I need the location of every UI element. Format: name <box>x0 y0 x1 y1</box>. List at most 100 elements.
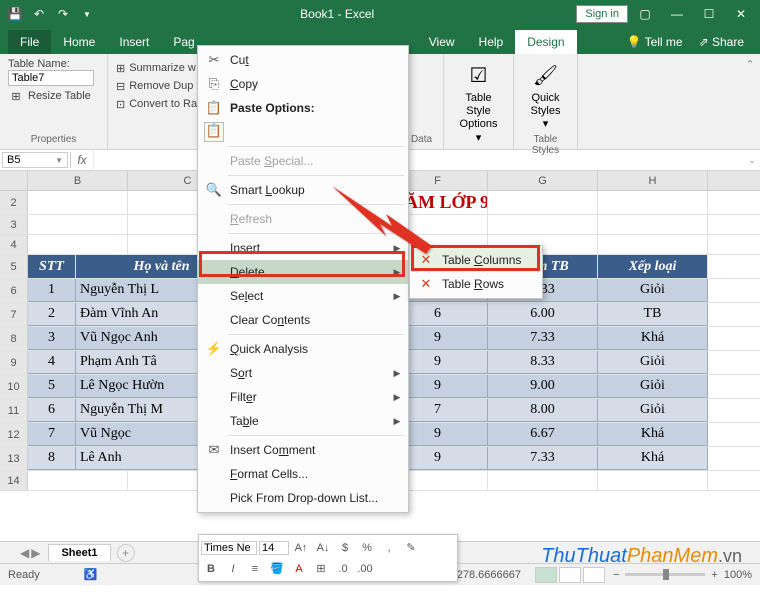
maximize-icon[interactable]: ☐ <box>694 3 724 25</box>
zoom-out-button[interactable]: − <box>613 569 619 581</box>
table-cell[interactable]: 7.33 <box>488 327 598 350</box>
sheet-tab[interactable]: Sheet1 <box>48 544 110 561</box>
table-style-options-button[interactable]: ☑ Table StyleOptions ▾ <box>452 58 505 147</box>
mini-font-input[interactable] <box>201 541 257 555</box>
collapse-ribbon-icon[interactable]: ⌃ <box>740 54 760 149</box>
quick-styles-button[interactable]: 🖌 QuickStyles ▾ <box>522 58 569 134</box>
tab-file[interactable]: File <box>8 30 51 54</box>
redo-icon[interactable]: ↷ <box>52 3 74 25</box>
table-cell[interactable]: 5 <box>28 375 76 398</box>
cell[interactable] <box>28 235 128 254</box>
table-cell[interactable]: Giỏi <box>598 351 708 374</box>
ctx-item[interactable]: Pick From Drop-down List... <box>198 486 408 510</box>
currency-icon[interactable]: $ <box>335 538 355 558</box>
italic-icon[interactable]: I <box>223 559 243 579</box>
font-color-icon[interactable]: A <box>289 559 309 579</box>
tab-view[interactable]: View <box>417 30 467 54</box>
ctx-item[interactable]: Paste Special... <box>198 149 408 173</box>
zoom-level[interactable]: 100% <box>724 569 752 581</box>
table-cell[interactable]: 3 <box>28 327 76 350</box>
close-icon[interactable]: ✕ <box>726 3 756 25</box>
table-cell[interactable]: Giỏi <box>598 399 708 422</box>
normal-view-button[interactable] <box>535 567 557 583</box>
col-header-H[interactable]: H <box>598 171 708 190</box>
tab-home[interactable]: Home <box>51 30 107 54</box>
row-header[interactable]: 14 <box>0 471 28 490</box>
cell[interactable] <box>28 471 128 490</box>
resize-table-button[interactable]: ⊞Resize Table <box>8 88 99 104</box>
table-cell[interactable]: 4 <box>28 351 76 374</box>
summarize-pivot-button[interactable]: ⊞Summarize w <box>116 60 191 76</box>
expand-formula-icon[interactable]: ⌄ <box>744 155 760 166</box>
ctx-item[interactable]: Select▶ <box>198 284 408 308</box>
ctx-item[interactable]: ⎘Copy <box>198 72 408 96</box>
cell[interactable] <box>598 235 708 254</box>
row-header[interactable]: 4 <box>0 235 28 254</box>
ctx-item[interactable]: 🔍Smart Lookup <box>198 178 408 202</box>
table-cell[interactable]: 8.33 <box>488 351 598 374</box>
table-name-input[interactable] <box>8 70 94 86</box>
page-break-view-button[interactable] <box>583 567 605 583</box>
ctx-item[interactable]: Delete▶ <box>198 260 408 284</box>
share-button[interactable]: ⇗ Share <box>691 30 752 54</box>
table-cell[interactable]: 7.33 <box>488 447 598 470</box>
new-sheet-button[interactable]: + <box>117 544 135 562</box>
ctx-item[interactable]: ✂Cut <box>198 48 408 72</box>
zoom-slider[interactable] <box>625 573 705 576</box>
ctx-item[interactable]: 📋 <box>198 120 408 144</box>
cell[interactable] <box>488 191 598 214</box>
percent-icon[interactable]: % <box>357 538 377 558</box>
remove-duplicates-button[interactable]: ⊟Remove Dup <box>116 78 191 94</box>
table-cell[interactable]: 8 <box>28 447 76 470</box>
cell[interactable] <box>28 191 128 214</box>
tab-help[interactable]: Help <box>467 30 516 54</box>
fill-color-icon[interactable]: 🪣 <box>267 559 287 579</box>
save-icon[interactable]: 💾 <box>4 3 26 25</box>
cell[interactable] <box>28 215 128 234</box>
increase-font-icon[interactable]: A↑ <box>291 538 311 558</box>
cell[interactable] <box>598 215 708 234</box>
undo-icon[interactable]: ↶ <box>28 3 50 25</box>
fx-icon[interactable]: fx <box>71 153 93 167</box>
ctx-item[interactable]: Refresh <box>198 207 408 231</box>
ctx-item[interactable]: ✉Insert Comment <box>198 438 408 462</box>
increase-decimal-icon[interactable]: .00 <box>355 559 375 579</box>
table-cell[interactable]: Giỏi <box>598 279 708 302</box>
ctx-item[interactable]: Format Cells... <box>198 462 408 486</box>
qat-dropdown-icon[interactable]: ▼ <box>76 3 98 25</box>
format-painter-icon[interactable]: ✎ <box>401 538 421 558</box>
ribbon-display-icon[interactable]: ▢ <box>630 3 660 25</box>
submenu-table-columns[interactable]: ✕ Table Columns <box>410 248 542 272</box>
ctx-item[interactable]: Insert▶ <box>198 236 408 260</box>
zoom-in-button[interactable]: + <box>711 569 717 581</box>
table-cell[interactable]: 9.00 <box>488 375 598 398</box>
ctx-item[interactable]: Clear Contents <box>198 308 408 332</box>
cell[interactable] <box>598 191 708 214</box>
col-header-B[interactable]: B <box>28 171 128 190</box>
sheet-nav-prev-icon[interactable]: ◀ <box>20 546 29 560</box>
table-cell[interactable]: 8.00 <box>488 399 598 422</box>
tab-insert[interactable]: Insert <box>107 30 161 54</box>
table-cell[interactable]: Khá <box>598 327 708 350</box>
table-cell[interactable]: 6.00 <box>488 303 598 326</box>
decrease-font-icon[interactable]: A↓ <box>313 538 333 558</box>
tell-me[interactable]: 💡 Tell me <box>619 30 691 54</box>
convert-range-button[interactable]: ⊡Convert to Ra <box>116 96 191 112</box>
row-header[interactable]: 3 <box>0 215 28 234</box>
table-header[interactable]: Xếp loại <box>598 255 708 278</box>
table-cell[interactable]: Khá <box>598 447 708 470</box>
mini-size-input[interactable] <box>259 541 289 555</box>
col-header-G[interactable]: G <box>488 171 598 190</box>
borders-icon[interactable]: ⊞ <box>311 559 331 579</box>
table-cell[interactable]: 6 <box>28 399 76 422</box>
cell[interactable] <box>598 471 708 490</box>
table-cell[interactable]: 7 <box>28 423 76 446</box>
tab-design[interactable]: Design <box>515 30 576 54</box>
table-header[interactable]: STT <box>28 255 76 278</box>
ctx-item[interactable]: 📋Paste Options: <box>198 96 408 120</box>
decrease-decimal-icon[interactable]: .0 <box>333 559 353 579</box>
table-cell[interactable]: 2 <box>28 303 76 326</box>
table-cell[interactable]: TB <box>598 303 708 326</box>
ctx-item[interactable]: ⚡Quick Analysis <box>198 337 408 361</box>
table-cell[interactable]: 6.67 <box>488 423 598 446</box>
